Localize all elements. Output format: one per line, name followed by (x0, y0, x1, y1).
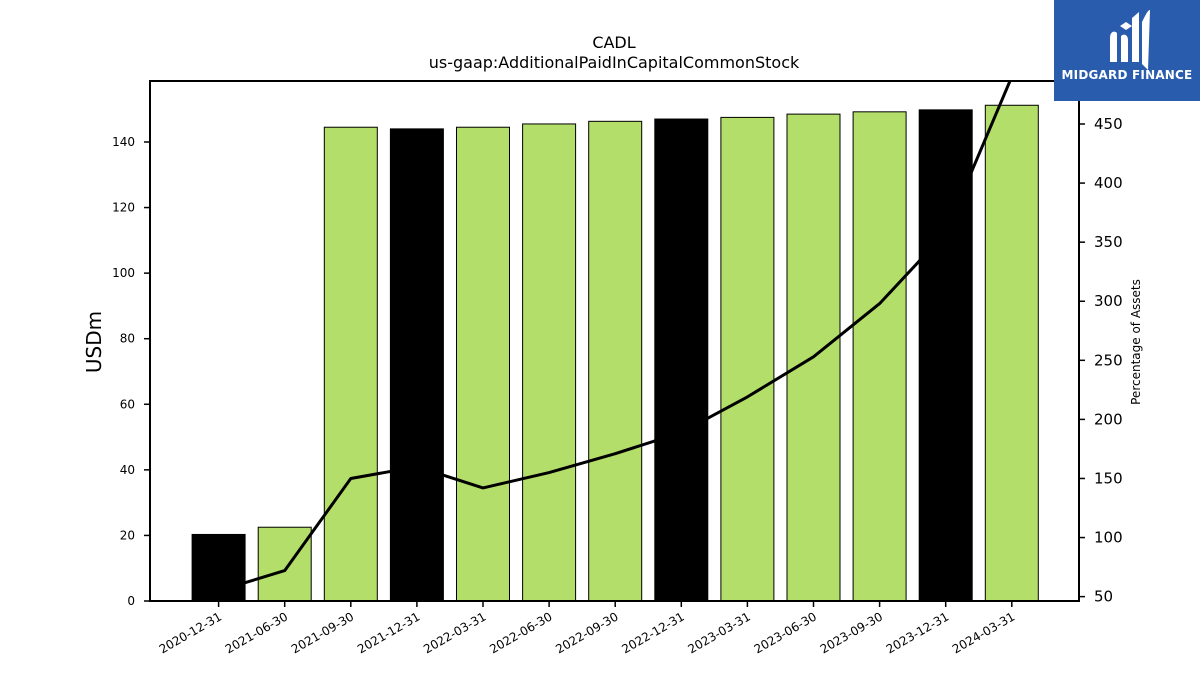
bar-2024-03-31 (984, 104, 1039, 602)
y2-tick-label: 400 (1094, 174, 1123, 192)
x-tick-label: 2023-12-31 (884, 609, 951, 656)
line-series (218, 81, 1012, 593)
bar-2022-03-31 (456, 126, 510, 602)
x-tick-label: 2022-03-31 (421, 609, 488, 656)
y2-tick-label: 450 (1094, 115, 1123, 133)
chart-subtitle: us-gaap:AdditionalPaidInCapitalCommonSto… (429, 53, 800, 72)
x-tick-label: 2024-03-31 (950, 609, 1017, 656)
bar-2021-06-30 (257, 526, 312, 602)
chart-title: CADL (592, 33, 635, 52)
bar-2020-12-31 (191, 533, 246, 602)
x-tick-label: 2020-12-31 (157, 609, 224, 656)
bar-2021-09-30 (323, 126, 378, 602)
x-tick-label: 2021-06-30 (223, 609, 290, 656)
y2-tick-label: 250 (1094, 351, 1123, 369)
x-tick-label: 2023-03-31 (685, 609, 752, 656)
x-tick-label: 2023-09-30 (818, 609, 885, 656)
y-tick-label: 140 (112, 135, 135, 149)
y2-tick-label: 150 (1094, 469, 1123, 487)
percentage-line (218, 81, 1012, 593)
y-axis-label: USDm (82, 311, 106, 373)
y2-tick-label: 100 (1094, 529, 1123, 547)
bar-2023-03-31 (720, 116, 775, 602)
bar-2022-06-30 (522, 123, 577, 602)
x-tick-label: 2022-09-30 (553, 609, 620, 656)
bars (191, 104, 1039, 602)
y2-axis-label: Percentage of Assets (1129, 279, 1143, 405)
y-tick-label: 80 (120, 332, 135, 346)
x-tick-label: 2023-06-30 (752, 609, 819, 656)
y-tick-label: 40 (120, 463, 135, 477)
y-tick-label: 20 (120, 528, 135, 542)
bar-2022-12-31 (654, 118, 709, 602)
x-tick-label: 2022-06-30 (487, 609, 554, 656)
logo-text: MIDGARD FINANCE (1061, 68, 1193, 82)
bar-2023-12-31 (918, 109, 973, 602)
y2-tick-label: 350 (1094, 233, 1123, 251)
brand-logo: MIDGARD FINANCE (1054, 0, 1200, 101)
y2-tick-label: 50 (1094, 588, 1113, 606)
x-tick-label: 2022-12-31 (619, 609, 686, 656)
bar-2021-12-31 (389, 128, 444, 602)
bar-2022-09-30 (588, 120, 643, 602)
y2-tick-label: 300 (1094, 292, 1123, 310)
y-tick-label: 0 (127, 594, 135, 608)
y-tick-label: 60 (120, 397, 135, 411)
y-tick-label: 120 (112, 201, 135, 215)
bar-2023-09-30 (852, 111, 907, 602)
y-tick-label: 100 (112, 266, 135, 280)
x-tick-label: 2021-12-31 (355, 609, 422, 656)
logo-mark-icon (1110, 10, 1150, 70)
y2-tick-label: 200 (1094, 410, 1123, 428)
x-tick-label: 2021-09-30 (289, 609, 356, 656)
